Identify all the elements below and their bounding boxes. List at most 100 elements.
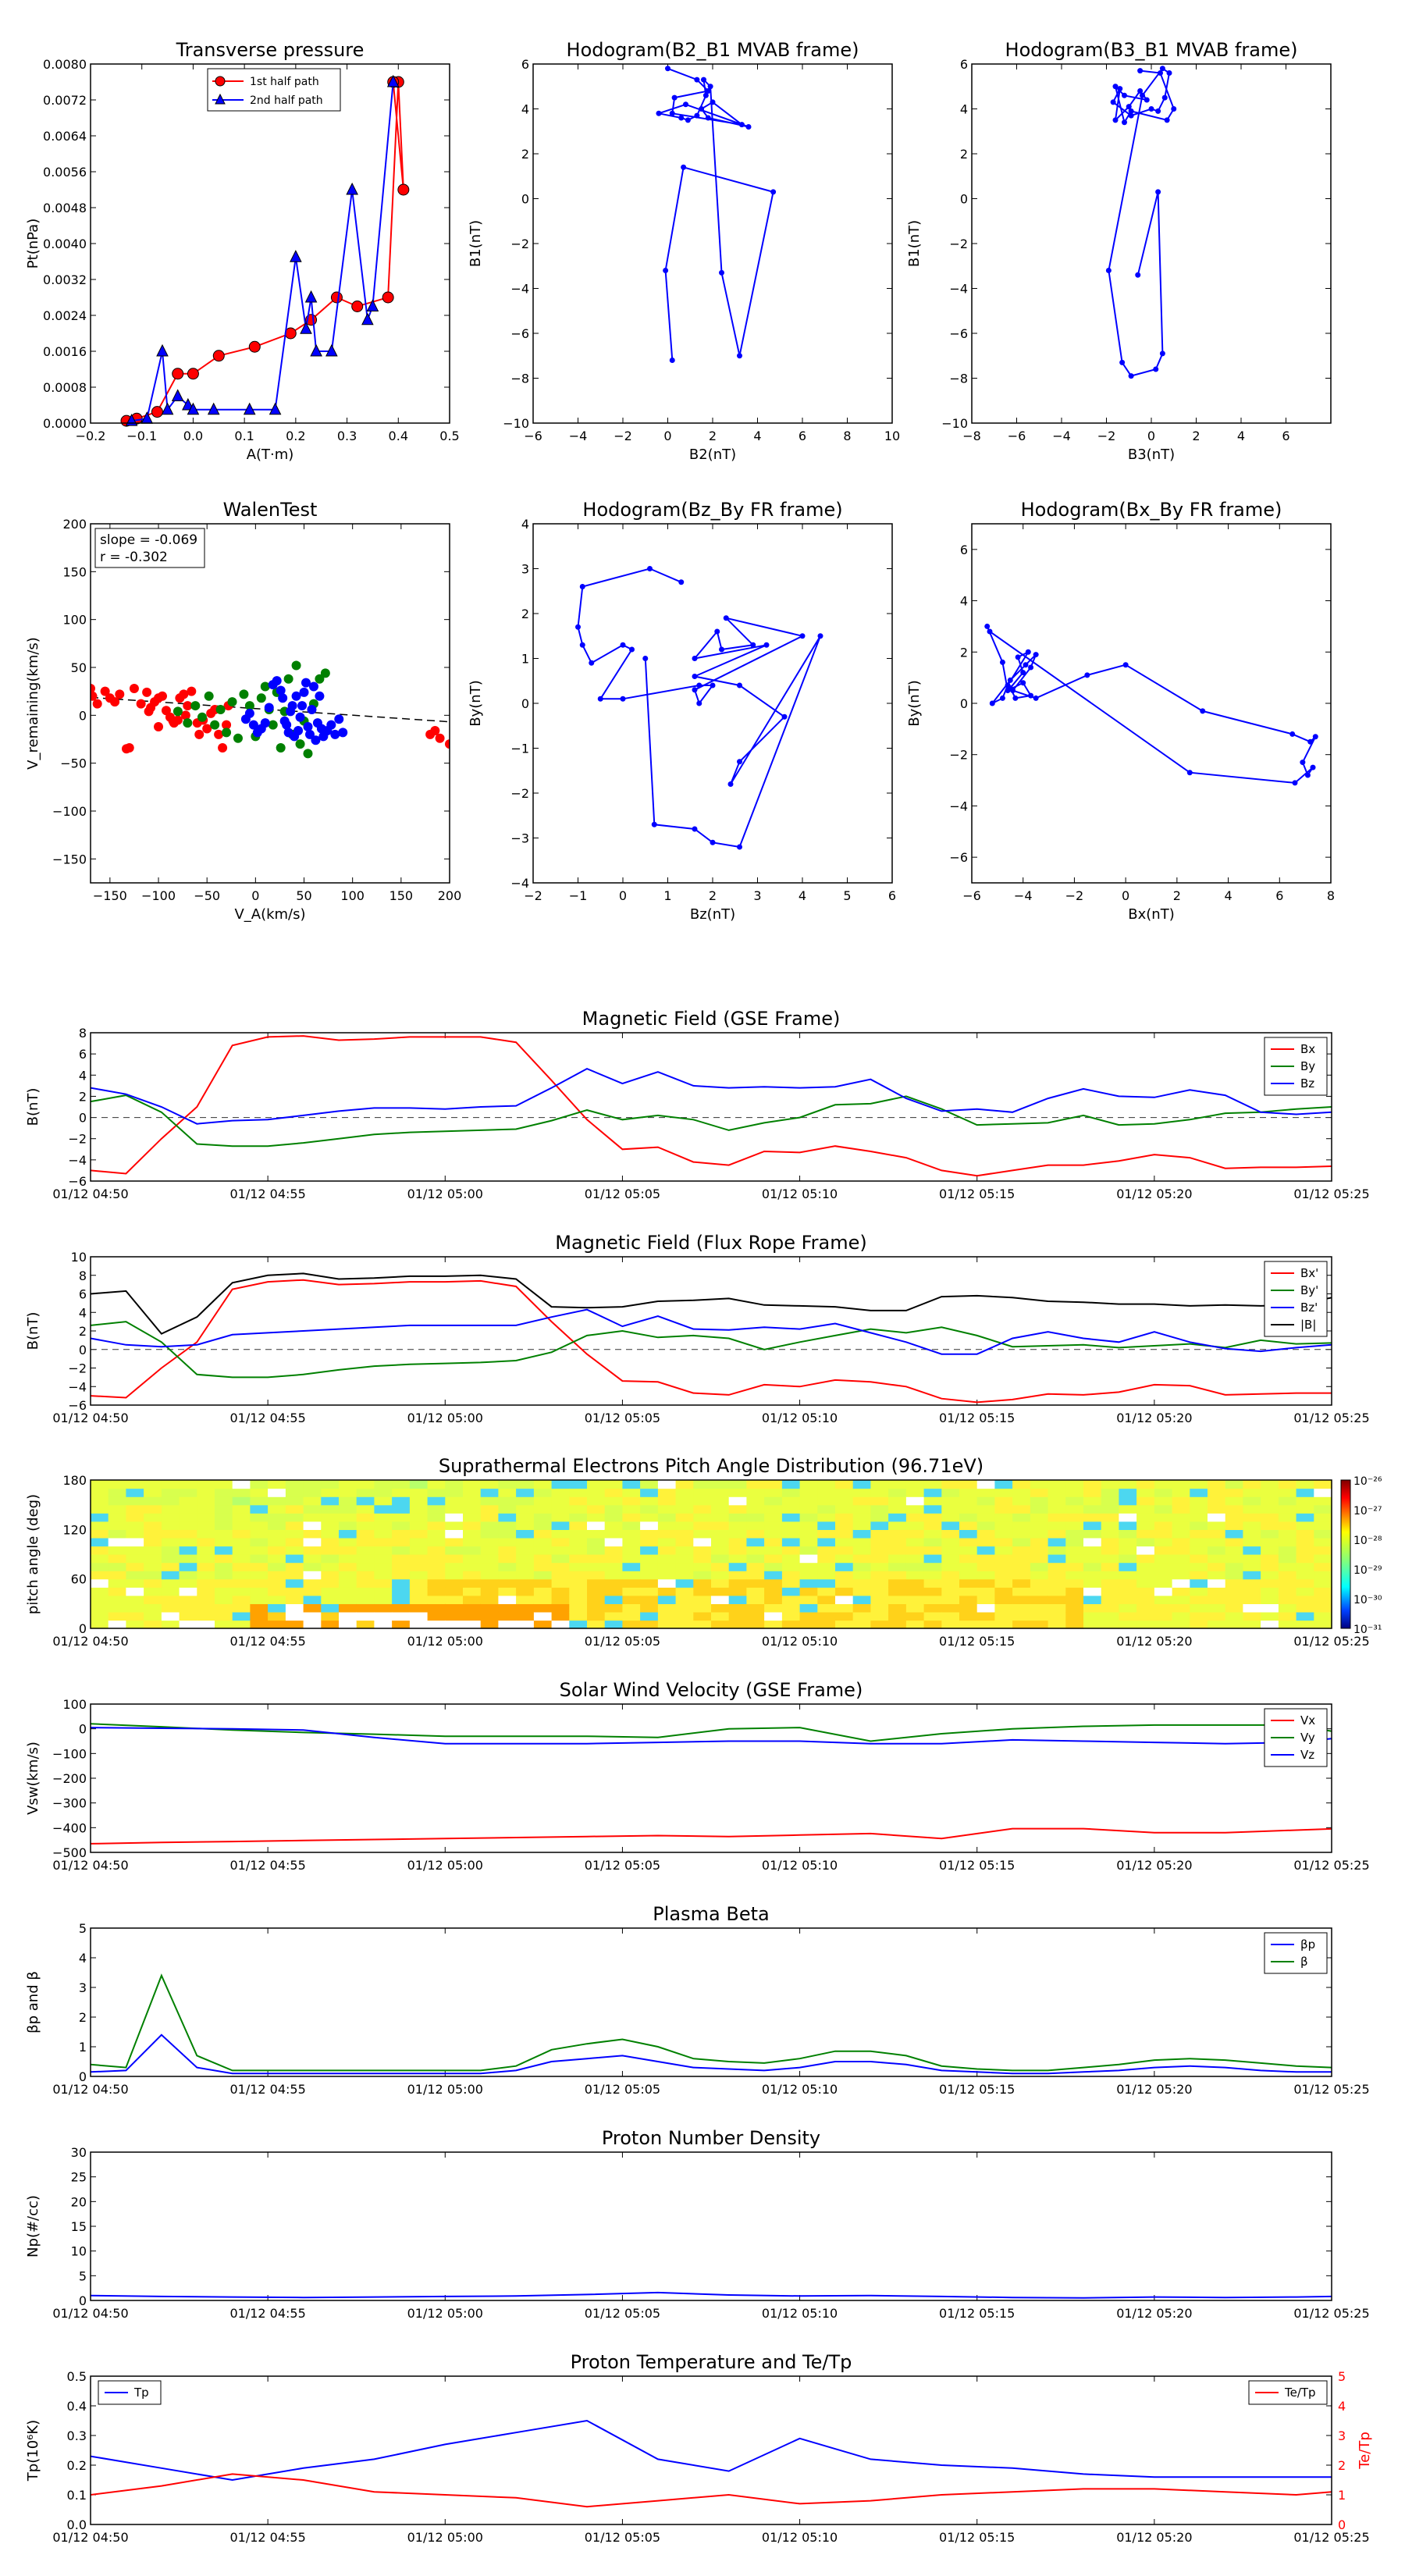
scatter-point <box>291 691 301 701</box>
heatmap-cell <box>1208 1611 1226 1621</box>
heatmap-cell <box>232 1513 251 1522</box>
y-tick-label: −200 <box>52 1771 87 1786</box>
heatmap-cell <box>480 1480 499 1489</box>
x-tick-label: 01/12 04:55 <box>229 2306 305 2321</box>
heatmap-cell <box>746 1571 765 1580</box>
scatter-point <box>338 728 348 738</box>
heatmap-cell <box>657 1603 677 1613</box>
heatmap-cell <box>144 1546 162 1555</box>
heatmap-cell <box>1172 1603 1190 1613</box>
heatmap-cell <box>604 1620 623 1629</box>
legend-marker <box>215 76 226 87</box>
heatmap-cell <box>463 1620 482 1629</box>
heatmap-cell <box>799 1620 818 1629</box>
x-tick-label: 01/12 05:05 <box>585 1634 660 1649</box>
plot-frame <box>90 523 450 884</box>
heatmap-cell <box>923 1571 942 1580</box>
heatmap-cell <box>852 1496 871 1506</box>
heatmap-cell <box>923 1603 942 1613</box>
heatmap-cell <box>1314 1571 1332 1580</box>
heatmap-cell <box>959 1562 978 1571</box>
heatmap-cell <box>480 1611 499 1621</box>
y-tick-label: 3 <box>521 562 529 577</box>
y-tick-label: 4 <box>521 102 529 117</box>
heatmap-cell <box>1190 1578 1208 1588</box>
colorbar-tick-label: 10⁻²⁹ <box>1353 1564 1382 1577</box>
heatmap-cell <box>1190 1603 1208 1613</box>
heatmap-cell <box>409 1513 429 1522</box>
y-tick-label: 100 <box>62 1697 87 1712</box>
heatmap-cell <box>321 1496 340 1506</box>
heatmap-cell <box>197 1578 215 1588</box>
heatmap-cell <box>1136 1562 1155 1571</box>
heatmap-cell <box>923 1611 942 1621</box>
heatmap-cell <box>870 1546 889 1555</box>
heatmap-cell <box>126 1611 144 1621</box>
heatmap-cell <box>215 1562 233 1571</box>
heatmap-cell <box>1012 1554 1031 1564</box>
heatmap-cell <box>445 1578 464 1588</box>
heatmap-cell <box>285 1496 304 1506</box>
heatmap-cell <box>108 1595 126 1604</box>
heatmap-cell <box>693 1587 712 1596</box>
scatter-point <box>430 725 440 735</box>
heatmap-cell <box>799 1562 818 1571</box>
heatmap-cell <box>693 1496 712 1506</box>
heatmap-cell <box>1136 1488 1155 1497</box>
y-tick-label: 0.5 <box>67 2369 87 2384</box>
heatmap-cell <box>1012 1513 1031 1522</box>
heatmap-cell <box>1314 1620 1332 1629</box>
heatmap-cell <box>480 1603 499 1613</box>
series-line-Vz <box>91 1727 1332 1745</box>
annotation-text: slope = -0.069 <box>100 532 197 548</box>
heatmap-cell <box>1261 1578 1279 1588</box>
heatmap-cell <box>321 1578 340 1588</box>
x-tick-label: 100 <box>340 888 365 903</box>
heatmap-cell <box>693 1537 712 1547</box>
plot-frame <box>90 1032 1332 1182</box>
heatmap-cell <box>374 1521 393 1530</box>
heatmap-cell <box>197 1504 215 1514</box>
hodogram-point <box>692 687 698 693</box>
x-tick-label: 4 <box>799 888 806 903</box>
heatmap-cell <box>1119 1513 1137 1522</box>
x-tick-label: 01/12 05:00 <box>407 2306 483 2321</box>
heatmap-cell <box>1243 1529 1261 1539</box>
heatmap-cell <box>1261 1620 1279 1629</box>
heatmap-cell <box>675 1562 694 1571</box>
x-tick-label: 50 <box>296 888 311 903</box>
heatmap-cell <box>888 1521 907 1530</box>
scatter-point <box>110 697 120 707</box>
legend-label: Bz' <box>1300 1300 1318 1315</box>
heatmap-cell <box>888 1620 907 1629</box>
heatmap-cell <box>215 1554 233 1564</box>
heatmap-cell <box>144 1537 162 1547</box>
heatmap-cell <box>976 1603 995 1613</box>
heatmap-cell <box>1261 1504 1279 1514</box>
scatter-point <box>115 689 125 699</box>
heatmap-cell <box>959 1554 978 1564</box>
heatmap-cell <box>693 1480 712 1489</box>
plot-frame <box>90 1256 1332 1406</box>
heatmap-cell <box>1172 1587 1190 1596</box>
heatmap-cell <box>1208 1529 1226 1539</box>
heatmap-cell <box>126 1595 144 1604</box>
heatmap-cell <box>1083 1504 1102 1514</box>
heatmap-cell <box>728 1620 747 1629</box>
heatmap-cell <box>764 1496 783 1506</box>
heatmap-cell <box>1314 1546 1332 1555</box>
heatmap-cell <box>144 1571 162 1580</box>
heatmap-cell <box>197 1521 215 1530</box>
heatmap-cell <box>1278 1480 1297 1489</box>
heatmap-cell <box>480 1537 499 1547</box>
heatmap-cell <box>781 1513 801 1522</box>
heatmap-cell <box>126 1578 144 1588</box>
x-tick-label: 0 <box>663 429 671 443</box>
heatmap-cell <box>1048 1496 1066 1506</box>
heatmap-cell <box>1243 1603 1261 1613</box>
heatmap-cell <box>356 1611 375 1621</box>
heatmap-cell <box>161 1504 180 1514</box>
heatmap-cell <box>321 1521 340 1530</box>
hodogram-point <box>692 656 698 661</box>
heatmap-cell <box>480 1496 499 1506</box>
